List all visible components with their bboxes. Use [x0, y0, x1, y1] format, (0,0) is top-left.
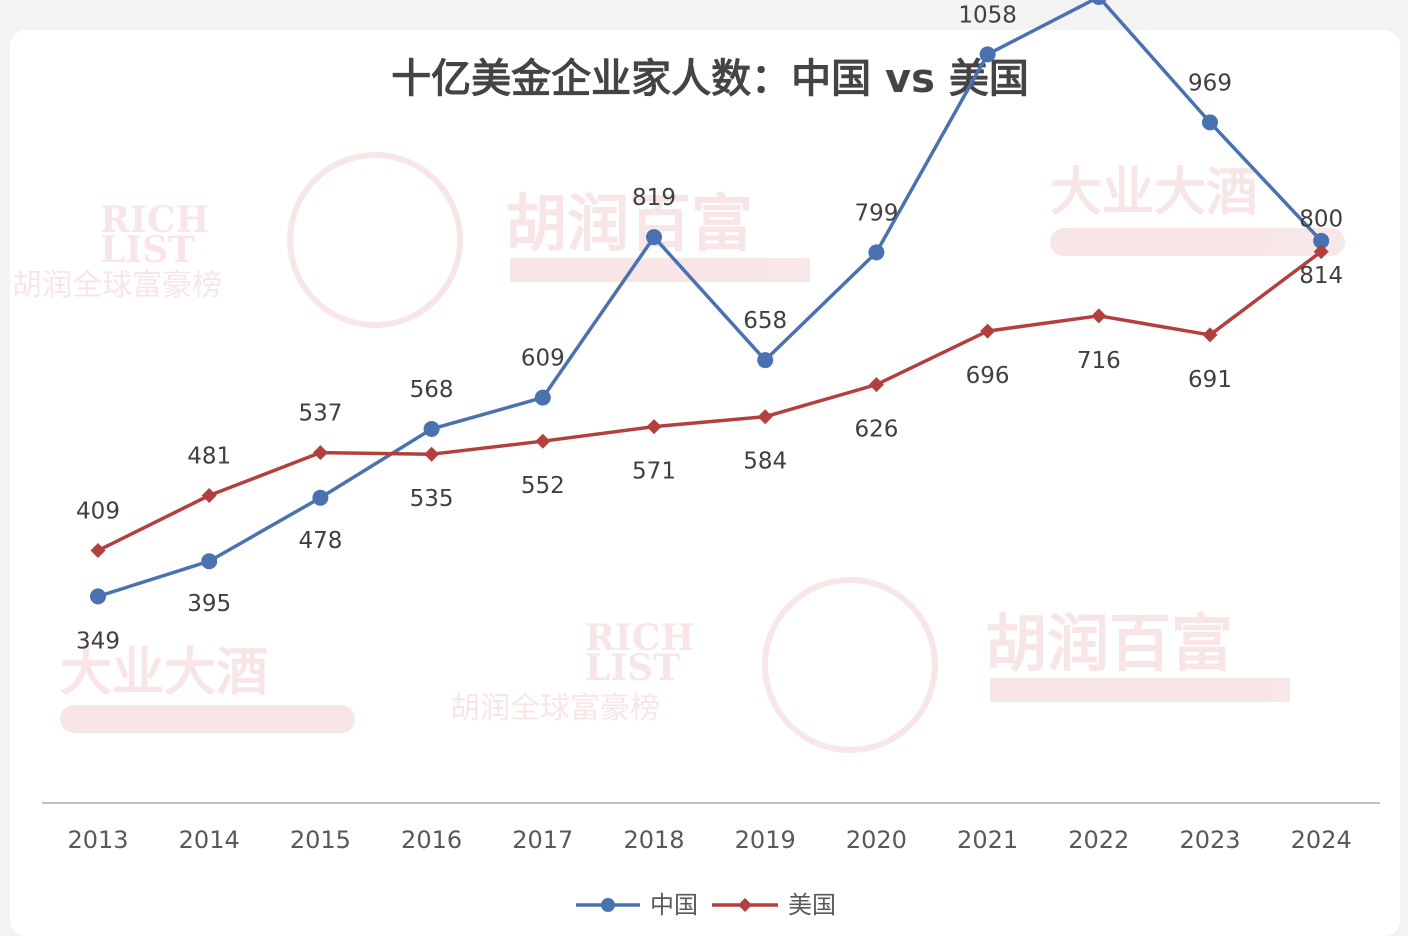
data-point-china: [1091, 0, 1107, 6]
x-tick-label: 2014: [179, 826, 240, 854]
x-tick-label: 2017: [512, 826, 573, 854]
data-label-china: 478: [298, 528, 342, 554]
data-label-china: 395: [187, 591, 231, 617]
data-point-china: [646, 229, 662, 246]
x-tick-label: 2016: [401, 826, 462, 854]
watermark-rich-list-4: LIST: [585, 647, 680, 689]
watermark-hurun-cn-1: 胡润百富: [505, 187, 753, 260]
watermark-seal-2: [762, 577, 938, 753]
data-point-china: [979, 46, 996, 63]
watermarks: RICH LIST 胡润全球富豪榜 胡润百富 大业大酒 大业大酒 RICH LI…: [12, 152, 1345, 753]
x-tick-label: 2020: [846, 826, 907, 854]
data-label-china: 799: [854, 200, 898, 226]
x-axis-ticks: 2013 2014 2015 2016 2017 2018 2019 2020 2021 2022…: [67, 826, 1351, 854]
legend-label-china: 中国: [650, 891, 698, 919]
data-label-usa: 535: [410, 486, 454, 512]
watermark-liquor-2: 大业大酒: [60, 643, 268, 703]
data-point-china: [757, 352, 774, 369]
data-label-usa: 584: [743, 449, 787, 475]
data-label-usa: 800: [1299, 207, 1343, 233]
watermark-band-2: [1050, 228, 1345, 256]
data-label-usa: 571: [632, 459, 676, 485]
data-label-usa: 691: [1188, 367, 1232, 393]
x-tick-label: 2015: [290, 826, 351, 854]
watermark-rich-list-1: RICH: [100, 199, 209, 241]
data-label-china: 819: [632, 185, 676, 211]
data-point-china: [534, 389, 551, 406]
x-tick-label: 2024: [1291, 826, 1352, 854]
data-point-usa: [646, 419, 662, 435]
data-point-usa: [312, 445, 328, 461]
data-label-china: 568: [410, 377, 454, 403]
data-label-china: 814: [1299, 263, 1343, 289]
legend-marker-usa: [738, 898, 752, 912]
x-tick-label: 2019: [735, 826, 796, 854]
legend-label-usa: 美国: [788, 891, 836, 919]
watermark-band-1: [510, 258, 810, 282]
data-point-usa: [424, 446, 440, 462]
data-label-usa: 481: [187, 443, 231, 469]
data-label-usa: 409: [76, 499, 120, 525]
watermark-hurun-cn-2: 胡润百富: [985, 607, 1233, 680]
watermark-rich-list-cn-2: 胡润全球富豪榜: [450, 691, 660, 726]
x-tick-label: 2013: [67, 826, 128, 854]
watermark-rich-list-cn: 胡润全球富豪榜: [12, 268, 222, 303]
series-line-usa: [97, 250, 1323, 553]
data-point-usa: [1091, 308, 1107, 324]
data-point-china: [868, 244, 885, 261]
watermark-band-4: [990, 678, 1290, 702]
x-tick-label: 2021: [957, 826, 1018, 854]
data-point-usa: [980, 323, 996, 339]
series-line-china: [97, 0, 1323, 599]
watermark-seal-1: [287, 152, 463, 328]
data-label-usa: 537: [298, 401, 342, 427]
data-point-usa: [90, 543, 106, 559]
data-point-usa: [1313, 244, 1329, 260]
data-label-china: 609: [521, 346, 565, 372]
data-label-china: 1058: [958, 2, 1017, 28]
data-point-china: [201, 553, 218, 570]
data-point-usa: [868, 377, 884, 393]
chart-title: 十亿美金企业家人数：中国 vs 美国: [391, 56, 1029, 102]
data-label-usa: 696: [966, 363, 1010, 389]
data-labels: 3493954785686098196587991058113396981440…: [76, 2, 1343, 654]
x-tick-label: 2023: [1179, 826, 1240, 854]
data-label-china: 349: [76, 628, 120, 654]
data-point-usa: [1202, 327, 1218, 343]
data-point-china: [1202, 114, 1218, 131]
x-tick-label: 2022: [1068, 826, 1129, 854]
watermark-rich-list-3: RICH: [585, 617, 694, 659]
legend: 中国 美国: [576, 891, 836, 919]
data-point-china: [312, 489, 329, 506]
x-tick-label: 2018: [623, 826, 684, 854]
data-label-usa: 626: [854, 417, 898, 443]
watermark-rich-list-2: LIST: [100, 229, 195, 271]
data-point-china: [423, 420, 440, 437]
data-label-usa: 552: [521, 473, 565, 499]
data-point-usa: [535, 433, 551, 449]
series-lines: [97, 0, 1323, 599]
data-point-china: [1313, 232, 1330, 249]
data-label-china: 658: [743, 308, 787, 334]
data-point-china: [90, 588, 106, 605]
watermark-band-3: [60, 705, 355, 733]
watermark-liquor-1: 大业大酒: [1050, 163, 1258, 223]
data-point-usa: [757, 409, 773, 425]
series-markers: [90, 0, 1330, 605]
data-point-usa: [201, 487, 217, 503]
legend-marker-china: [601, 898, 615, 912]
data-label-china: 969: [1188, 70, 1232, 96]
data-label-usa: 716: [1077, 348, 1121, 374]
